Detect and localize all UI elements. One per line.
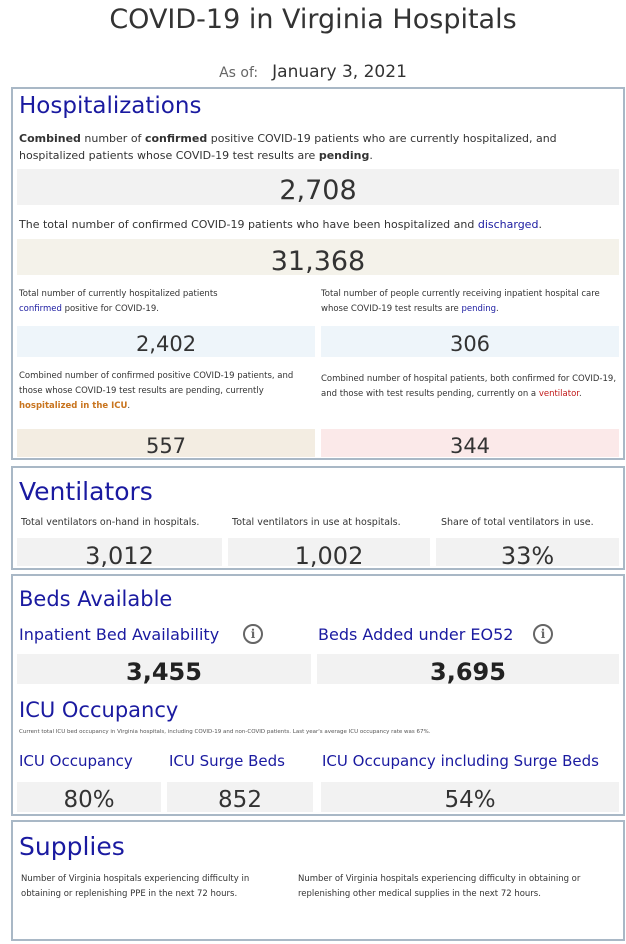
vent-onhand-box: 3,012	[17, 538, 222, 570]
desc-text: Total number of people currently receivi…	[321, 289, 600, 314]
info-icon[interactable]: i	[243, 624, 263, 644]
icu-surge-box: 54%	[321, 782, 619, 813]
vent-share-box: 33%	[436, 538, 619, 570]
beds-title: Beds Available	[19, 587, 173, 611]
pending-description: Total number of people currently receivi…	[321, 287, 613, 317]
icu-value: 557	[145, 434, 187, 458]
vent-onhand-label: Total ventilators on-hand in hospitals.	[21, 517, 200, 528]
ventilator-value-box: 344	[321, 429, 619, 458]
confirmed-word: confirmed	[19, 304, 62, 314]
vent-share-value: 33%	[500, 542, 555, 570]
ventilators-title: Ventilators	[19, 477, 153, 506]
discharged-value-box: 31,368	[17, 239, 619, 277]
hospitalizations-panel: Hospitalizations Combined number of conf…	[11, 87, 625, 460]
ventilators-panel: Ventilators Total ventilators on-hand in…	[11, 466, 625, 570]
vent-inuse-label: Total ventilators in use at hospitals.	[232, 517, 401, 528]
eo52-label: Beds Added under EO52	[318, 625, 514, 644]
desc-text: number of	[80, 132, 145, 145]
as-of-line: As of: January 3, 2021	[0, 62, 626, 82]
combined-word: Combined	[19, 132, 81, 145]
vent-onhand-value: 3,012	[85, 542, 154, 570]
icu-surge-label: ICU Occupancy including Surge Beds	[322, 752, 599, 770]
desc-text: Combined number of confirmed positive CO…	[19, 371, 294, 396]
vent-inuse-value: 1,002	[294, 542, 364, 570]
as-of-label: As of:	[219, 65, 259, 81]
pending-word: pending	[461, 304, 497, 314]
inpatient-value-box: 3,455	[17, 654, 311, 686]
vent-inuse-box: 1,002	[228, 538, 430, 570]
desc-text: Total number of currently hospitalized p…	[19, 289, 218, 299]
pending-word: pending	[318, 149, 370, 162]
info-icon[interactable]: i	[533, 624, 553, 644]
discharged-value: 31,368	[270, 246, 366, 277]
ppe-description: Number of Virginia hospitals experiencin…	[21, 874, 250, 899]
desc-text: The total number of confirmed COVID-19 p…	[19, 218, 478, 231]
inpatient-label: Inpatient Bed Availability	[19, 625, 220, 644]
desc-text: Combined number of hospital patients, bo…	[321, 374, 617, 399]
confirmed-description: Total number of currently hospitalized p…	[19, 287, 259, 317]
page-title: COVID-19 in Virginia Hospitals	[109, 4, 517, 35]
eo52-value: 3,695	[430, 658, 506, 686]
beds-panel: Beds Available Inpatient Bed Availabilit…	[11, 574, 625, 816]
surge-beds-label: ICU Surge Beds	[169, 752, 285, 770]
icu-occupancy-label: ICU Occupancy	[19, 752, 133, 770]
eo52-value-box: 3,695	[317, 654, 619, 686]
pending-value-box: 306	[321, 326, 619, 357]
confirmed-word: confirmed	[144, 132, 208, 145]
desc-text: .	[538, 218, 542, 231]
icu-surge-value: 54%	[444, 787, 496, 813]
icu-occupancy-note: Current total ICU bed occupancy in Virgi…	[19, 729, 431, 735]
combined-value: 2,708	[279, 175, 357, 206]
pending-value: 306	[449, 332, 491, 356]
icu-occupancy-box: 80%	[17, 782, 161, 813]
desc-text: .	[369, 149, 373, 162]
icu-occupancy-value: 80%	[63, 787, 115, 813]
supplies-panel: Supplies Number of Virginia hospitals ex…	[11, 820, 625, 941]
icu-occupancy-title: ICU Occupancy	[19, 698, 179, 722]
other-supplies-description: Number of Virginia hospitals experiencin…	[298, 874, 581, 899]
surge-beds-box: 852	[167, 782, 313, 813]
ventilator-word: ventilator	[538, 389, 579, 399]
hospitalizations-title: Hospitalizations	[19, 93, 202, 119]
supplies-title: Supplies	[19, 832, 125, 861]
confirmed-value: 2,402	[135, 332, 197, 356]
desc-text: .	[496, 304, 499, 314]
desc-text: positive for COVID-19.	[61, 304, 159, 314]
surge-beds-value: 852	[218, 787, 262, 813]
desc-text: positive COVID-19 patients who are curre…	[19, 132, 557, 162]
ventilator-description: Combined number of hospital patients, bo…	[321, 372, 617, 402]
ventilator-value: 344	[449, 434, 491, 458]
discharged-word: discharged	[477, 218, 539, 231]
vent-share-label: Share of total ventilators in use.	[441, 517, 594, 528]
desc-text: .	[127, 401, 131, 411]
as-of-date: January 3, 2021	[272, 62, 407, 82]
icu-description: Combined number of confirmed positive CO…	[19, 369, 315, 414]
confirmed-value-box: 2,402	[17, 326, 315, 357]
combined-value-box: 2,708	[17, 169, 619, 206]
inpatient-value: 3,455	[126, 658, 202, 686]
icu-value-box: 557	[17, 429, 315, 458]
combined-description: Combined number of confirmed positive CO…	[19, 130, 599, 164]
desc-text: .	[579, 389, 582, 399]
icu-words: hospitalized in the ICU	[19, 401, 128, 411]
discharged-description: The total number of confirmed COVID-19 p…	[19, 216, 609, 233]
